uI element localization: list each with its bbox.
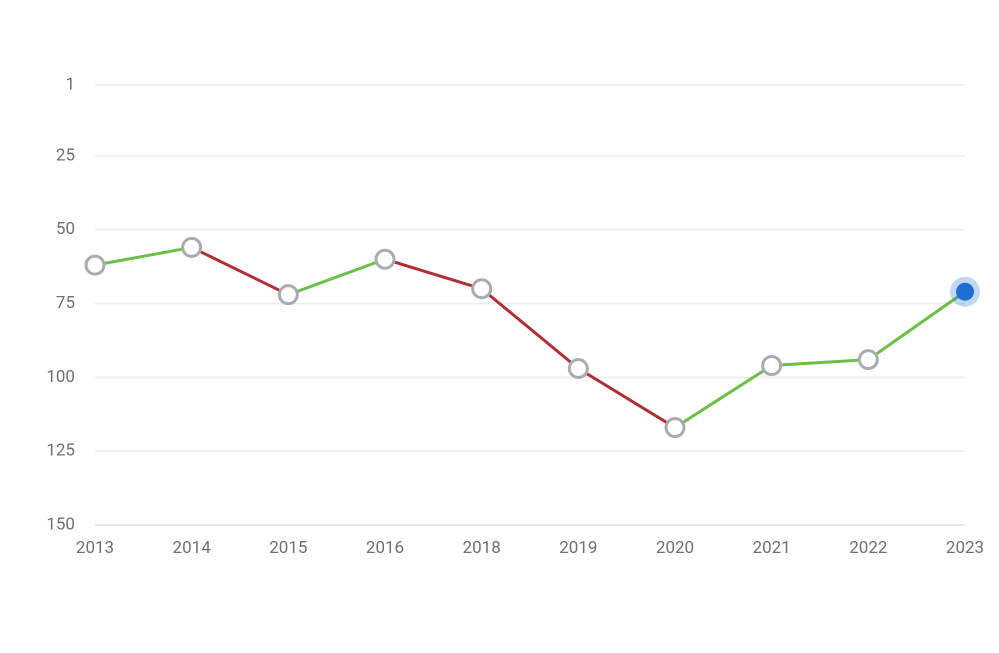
- x-tick-label: 2015: [269, 538, 307, 558]
- series-segment: [772, 360, 869, 366]
- x-tick-label: 2020: [656, 538, 694, 558]
- x-tick-label: 2014: [173, 538, 212, 558]
- series-marker[interactable]: [473, 280, 491, 298]
- x-tick-label: 2013: [76, 538, 114, 558]
- y-tick-label: 150: [46, 514, 75, 534]
- series-segment: [675, 366, 772, 428]
- series-marker[interactable]: [279, 286, 297, 304]
- series-marker[interactable]: [86, 256, 104, 274]
- y-tick-label: 1: [65, 74, 75, 94]
- x-tick-label: 2019: [559, 538, 597, 558]
- x-tick-label: 2022: [849, 538, 887, 558]
- x-tick-label: 2018: [463, 538, 501, 558]
- x-tick-label: 2023: [946, 538, 984, 558]
- chart-svg: 1255075100125150201320142015201620182019…: [0, 0, 999, 653]
- y-tick-label: 125: [46, 441, 75, 461]
- series-marker[interactable]: [666, 419, 684, 437]
- series-marker-current[interactable]: [956, 283, 974, 301]
- series-segment: [192, 247, 289, 294]
- ranking-line-chart: 1255075100125150201320142015201620182019…: [0, 0, 999, 653]
- x-tick-label: 2016: [366, 538, 404, 558]
- series-segment: [482, 289, 579, 369]
- series-segment: [385, 259, 482, 289]
- series-segment: [288, 259, 385, 294]
- series-marker[interactable]: [763, 357, 781, 375]
- x-tick-label: 2021: [753, 538, 791, 558]
- y-tick-label: 25: [56, 145, 75, 165]
- series-marker[interactable]: [183, 238, 201, 256]
- series-marker[interactable]: [569, 359, 587, 377]
- series-segment: [95, 247, 192, 265]
- series-marker[interactable]: [376, 250, 394, 268]
- series-segment: [868, 292, 965, 360]
- series-marker[interactable]: [859, 351, 877, 369]
- y-tick-label: 100: [46, 367, 75, 387]
- y-tick-label: 75: [56, 293, 75, 313]
- y-tick-label: 50: [56, 219, 75, 239]
